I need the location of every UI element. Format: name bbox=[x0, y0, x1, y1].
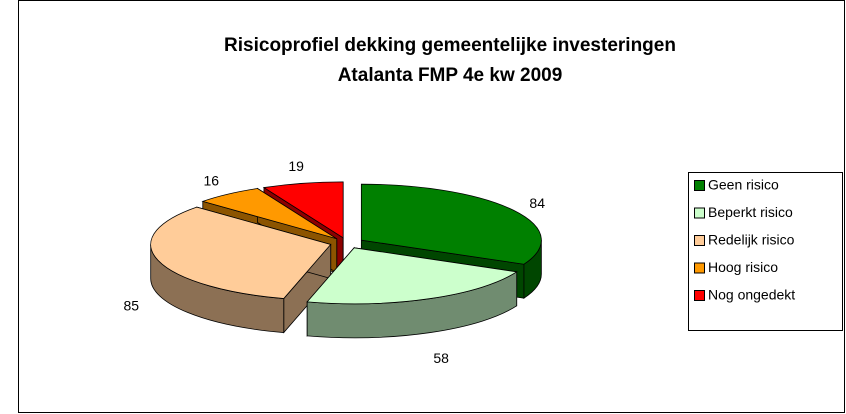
pie-slice bbox=[306, 246, 518, 339]
data-label: 84 bbox=[529, 195, 545, 211]
legend-label: Hoog risico bbox=[708, 259, 778, 275]
legend-label: Nog ongedekt bbox=[708, 287, 795, 303]
data-label: 58 bbox=[433, 350, 449, 366]
slice-top bbox=[150, 206, 332, 299]
legend-label: Geen risico bbox=[708, 177, 779, 193]
legend-label: Beperkt risico bbox=[708, 204, 793, 220]
legend-swatch bbox=[694, 207, 705, 219]
legend-swatch bbox=[694, 180, 705, 191]
slice-top bbox=[262, 181, 344, 239]
slice-top bbox=[201, 188, 337, 240]
legend-swatch bbox=[694, 235, 705, 246]
slice-top bbox=[360, 183, 542, 265]
chart-title: Risicoprofiel dekking gemeentelijke inve… bbox=[224, 35, 676, 56]
slice-top bbox=[306, 247, 518, 305]
legend-swatch bbox=[694, 262, 705, 274]
legend-label: Redelijk risico bbox=[708, 232, 795, 248]
pie-slice bbox=[150, 206, 332, 334]
data-label: 85 bbox=[123, 298, 139, 314]
legend-box bbox=[688, 172, 843, 331]
data-label: 19 bbox=[288, 158, 304, 174]
chart-title: Atalanta FMP 4e kw 2009 bbox=[338, 65, 563, 86]
data-label: 16 bbox=[203, 173, 219, 189]
legend-swatch bbox=[694, 290, 705, 301]
